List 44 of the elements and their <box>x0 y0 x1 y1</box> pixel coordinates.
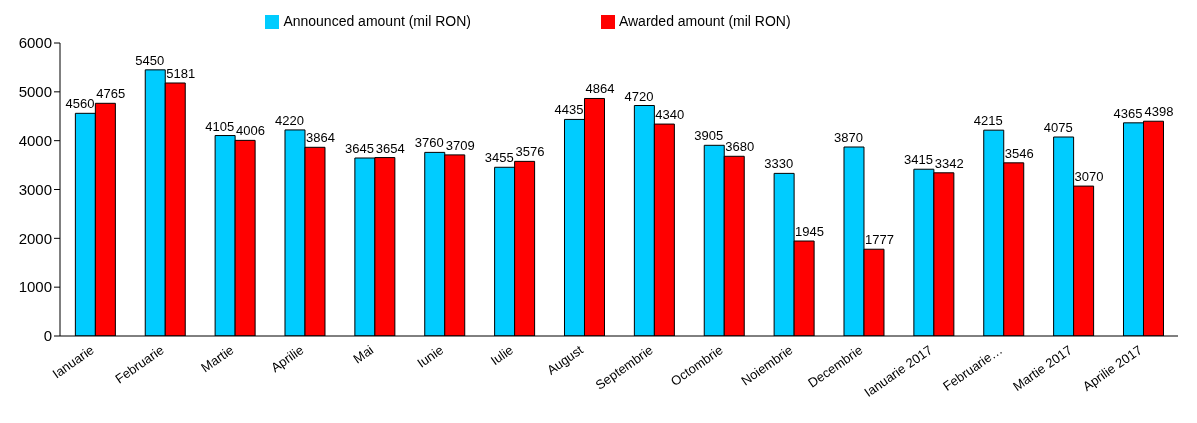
data-label: 4215 <box>973 113 1003 129</box>
data-label: 3870 <box>834 130 863 146</box>
data-label: 3342 <box>934 155 964 171</box>
data-label: 4720 <box>624 88 654 104</box>
y-tick-label: 2000 <box>18 229 52 247</box>
data-label: 4765 <box>96 86 126 102</box>
data-label: 5450 <box>135 52 165 68</box>
legend-label: Announced amount (mil RON) <box>283 13 471 29</box>
x-tick-label: Iulie <box>487 342 516 369</box>
y-tick-label: 1000 <box>18 278 52 296</box>
data-label: 3330 <box>764 156 794 172</box>
data-label: 1945 <box>795 224 825 240</box>
x-tick-label: Mai <box>350 342 377 367</box>
data-label: 4340 <box>655 107 685 123</box>
data-label: 3709 <box>445 137 475 153</box>
data-label: 3576 <box>515 144 545 160</box>
legend-label: Awarded amount (mil RON) <box>618 13 791 29</box>
y-tick-label: 4000 <box>18 131 52 149</box>
y-tick-label: 6000 <box>18 34 52 52</box>
data-label: 3905 <box>694 128 724 144</box>
data-label: 3680 <box>725 139 755 155</box>
y-tick-label: 5000 <box>18 83 52 101</box>
data-label: 5181 <box>166 65 196 81</box>
data-label: 3645 <box>344 141 374 156</box>
data-label: 4398 <box>1144 104 1174 120</box>
y-tick-label: 0 <box>43 327 52 345</box>
data-label: 4560 <box>65 96 95 112</box>
data-label: 4864 <box>585 81 615 97</box>
data-label: 4006 <box>236 123 266 139</box>
data-label: 3455 <box>484 150 514 166</box>
data-label: 4435 <box>554 102 584 118</box>
y-tick-label: 3000 <box>18 180 52 198</box>
data-label: 4075 <box>1043 120 1073 135</box>
data-label: 3760 <box>414 135 444 151</box>
data-label: 4220 <box>275 112 304 128</box>
data-label: 3070 <box>1074 169 1104 185</box>
data-label: 1777 <box>865 232 894 248</box>
data-label: 3864 <box>306 130 335 146</box>
data-label: 3546 <box>1004 145 1034 161</box>
data-label: 4365 <box>1113 105 1143 121</box>
data-label: 4105 <box>205 118 235 134</box>
x-tick-label: Iunie <box>414 342 447 371</box>
data-label: 3654 <box>375 140 405 156</box>
data-label: 3415 <box>903 152 933 168</box>
